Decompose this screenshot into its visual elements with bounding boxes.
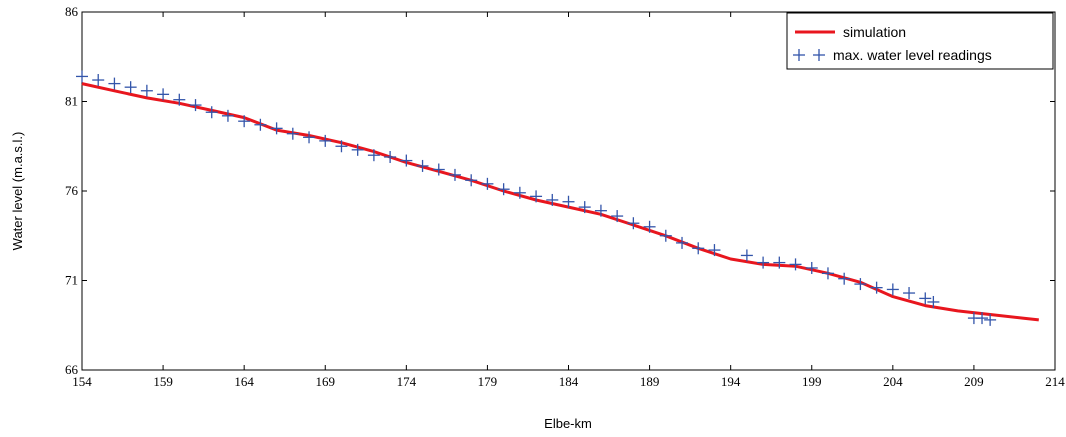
reading-point bbox=[465, 174, 478, 187]
y-tick-label: 66 bbox=[65, 362, 79, 377]
reading-point bbox=[76, 70, 88, 83]
reading-point bbox=[562, 195, 575, 208]
reading-point bbox=[400, 154, 413, 167]
x-tick-label: 184 bbox=[559, 374, 579, 389]
reading-point bbox=[546, 193, 559, 206]
reading-point bbox=[384, 150, 397, 163]
reading-point bbox=[984, 313, 997, 326]
reading-point bbox=[270, 122, 283, 135]
reading-point bbox=[530, 190, 543, 203]
reading-point bbox=[740, 249, 753, 262]
reading-point bbox=[416, 159, 429, 172]
reading-point bbox=[448, 168, 461, 181]
reading-point bbox=[854, 278, 867, 291]
reading-point bbox=[238, 115, 251, 128]
x-axis: 154 159 164 169 174 179 184 189 194 199 204 209 214 bbox=[72, 12, 1065, 389]
y-tick-label: 71 bbox=[65, 273, 78, 288]
reading-point bbox=[627, 217, 640, 230]
reading-point bbox=[886, 283, 899, 296]
reading-point bbox=[157, 88, 170, 101]
reading-point bbox=[367, 149, 380, 162]
x-tick-label: 164 bbox=[234, 374, 254, 389]
reading-point bbox=[432, 163, 445, 176]
x-tick-label: 204 bbox=[883, 374, 903, 389]
reading-point bbox=[611, 210, 624, 223]
reading-point bbox=[205, 106, 218, 119]
reading-point bbox=[221, 109, 234, 122]
x-tick-label: 159 bbox=[153, 374, 173, 389]
reading-point bbox=[659, 229, 672, 242]
reading-point bbox=[189, 99, 202, 112]
reading-point bbox=[254, 118, 267, 131]
y-axis-title: Water level (m.a.s.l.) bbox=[10, 132, 25, 251]
reading-point bbox=[594, 204, 607, 217]
reading-point bbox=[903, 287, 916, 300]
reading-point bbox=[821, 267, 834, 280]
reading-point bbox=[643, 220, 656, 233]
reading-point bbox=[351, 143, 364, 156]
x-tick-label: 214 bbox=[1045, 374, 1065, 389]
y-axis: 66 71 76 81 86 bbox=[65, 4, 1055, 377]
reading-point bbox=[286, 127, 299, 140]
reading-point bbox=[676, 236, 689, 249]
reading-point bbox=[692, 242, 705, 255]
reading-point bbox=[578, 201, 591, 214]
reading-point bbox=[303, 131, 316, 144]
reading-point bbox=[870, 281, 883, 294]
reading-point bbox=[140, 84, 153, 97]
legend-readings-swatch bbox=[793, 49, 825, 61]
x-axis-title: Elbe-km bbox=[544, 416, 592, 431]
x-tick-label: 154 bbox=[72, 374, 92, 389]
legend-readings-label: max. water level readings bbox=[833, 47, 992, 63]
reading-point bbox=[124, 81, 137, 94]
y-tick-label: 86 bbox=[65, 4, 79, 19]
reading-point bbox=[173, 93, 186, 106]
reading-point bbox=[757, 256, 770, 269]
reading-point bbox=[92, 74, 105, 87]
x-tick-label: 189 bbox=[640, 374, 660, 389]
y-tick-label: 81 bbox=[65, 94, 78, 109]
reading-point bbox=[513, 186, 526, 199]
reading-point bbox=[976, 312, 989, 325]
x-tick-label: 194 bbox=[721, 374, 741, 389]
reading-point bbox=[927, 295, 940, 308]
reading-point bbox=[108, 77, 121, 90]
reading-point bbox=[789, 258, 802, 271]
reading-point bbox=[319, 134, 332, 147]
x-tick-label: 169 bbox=[316, 374, 336, 389]
reading-point bbox=[497, 183, 510, 196]
plot-area bbox=[76, 11, 1056, 371]
reading-point bbox=[919, 292, 932, 305]
legend-box bbox=[786, 12, 1054, 70]
series-layer bbox=[76, 70, 1039, 326]
reading-point bbox=[708, 244, 721, 257]
x-tick-label: 209 bbox=[964, 374, 984, 389]
x-tick-label: 174 bbox=[397, 374, 417, 389]
reading-point bbox=[838, 272, 851, 285]
reading-point bbox=[335, 140, 348, 153]
plot-frame bbox=[81, 11, 1056, 371]
legend-simulation-label: simulation bbox=[843, 24, 906, 40]
x-tick-label: 199 bbox=[802, 374, 822, 389]
reading-point bbox=[481, 177, 494, 190]
x-tick-label: 179 bbox=[478, 374, 498, 389]
y-tick-label: 76 bbox=[65, 183, 79, 198]
legend: simulation max. water level readings bbox=[786, 12, 1054, 70]
reading-point bbox=[805, 261, 818, 274]
reading-point bbox=[773, 256, 786, 269]
